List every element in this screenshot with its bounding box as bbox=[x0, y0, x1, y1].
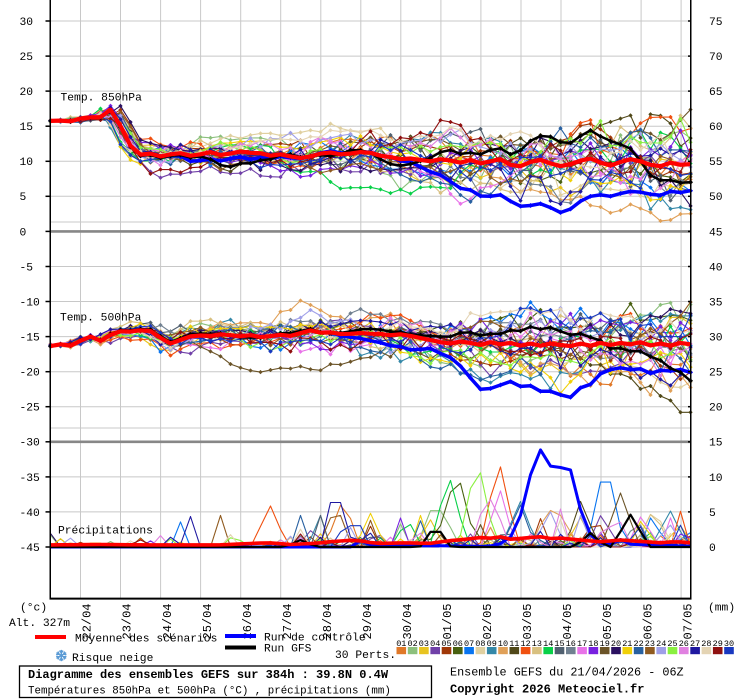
svg-text:16: 16 bbox=[566, 639, 576, 649]
svg-text:04/05: 04/05 bbox=[561, 603, 575, 639]
svg-text:55: 55 bbox=[709, 157, 723, 169]
svg-text:25: 25 bbox=[709, 368, 723, 380]
svg-text:40: 40 bbox=[709, 262, 723, 274]
svg-text:-10: -10 bbox=[20, 297, 41, 309]
svg-text:26: 26 bbox=[679, 639, 689, 649]
svg-text:02: 02 bbox=[407, 639, 417, 649]
svg-text:10: 10 bbox=[498, 639, 508, 649]
svg-text:70: 70 bbox=[709, 52, 723, 64]
svg-text:01: 01 bbox=[396, 639, 406, 649]
svg-text:20: 20 bbox=[611, 639, 621, 649]
svg-text:05: 05 bbox=[441, 639, 451, 649]
svg-text:27/04: 27/04 bbox=[281, 603, 295, 639]
svg-text:24: 24 bbox=[656, 639, 666, 649]
svg-text:28/04: 28/04 bbox=[321, 603, 335, 639]
svg-text:15: 15 bbox=[20, 122, 34, 134]
svg-text:07: 07 bbox=[464, 639, 474, 649]
svg-text:08: 08 bbox=[475, 639, 485, 649]
svg-text:75: 75 bbox=[709, 17, 723, 29]
svg-text:(°c): (°c) bbox=[20, 602, 47, 614]
svg-text:30: 30 bbox=[724, 639, 734, 649]
svg-text:11: 11 bbox=[509, 639, 519, 649]
svg-text:(mm): (mm) bbox=[708, 603, 735, 615]
svg-text:09: 09 bbox=[487, 639, 497, 649]
svg-text:-35: -35 bbox=[20, 473, 41, 485]
svg-text:Temp. 850hPa: Temp. 850hPa bbox=[61, 92, 143, 104]
svg-text:24/04: 24/04 bbox=[161, 603, 175, 639]
svg-text:Alt. 327m: Alt. 327m bbox=[9, 618, 70, 630]
svg-text:45: 45 bbox=[709, 227, 723, 239]
svg-text:10: 10 bbox=[709, 473, 723, 485]
svg-text:60: 60 bbox=[709, 122, 723, 134]
svg-text:28: 28 bbox=[701, 639, 711, 649]
svg-text:06/05: 06/05 bbox=[641, 603, 655, 639]
svg-text:03: 03 bbox=[419, 639, 429, 649]
svg-text:19: 19 bbox=[600, 639, 610, 649]
svg-text:-25: -25 bbox=[20, 403, 41, 415]
svg-text:23/04: 23/04 bbox=[121, 603, 135, 639]
svg-text:65: 65 bbox=[709, 87, 723, 99]
svg-text:-40: -40 bbox=[20, 508, 41, 520]
svg-text:Temp. 500hPa: Temp. 500hPa bbox=[60, 312, 142, 324]
svg-text:03/05: 03/05 bbox=[521, 603, 535, 639]
svg-text:25: 25 bbox=[667, 639, 677, 649]
svg-text:30 Perts.: 30 Perts. bbox=[335, 650, 396, 662]
svg-text:23: 23 bbox=[645, 639, 655, 649]
svg-text:Run de contrôle: Run de contrôle bbox=[264, 632, 366, 644]
svg-text:30: 30 bbox=[709, 333, 723, 345]
svg-text:04: 04 bbox=[430, 639, 440, 649]
svg-text:05/05: 05/05 bbox=[601, 603, 615, 639]
svg-text:10: 10 bbox=[20, 157, 34, 169]
svg-text:Ensemble GEFS du 21/04/2026 -: Ensemble GEFS du 21/04/2026 - 06Z bbox=[450, 665, 684, 679]
svg-text:Diagramme des ensembles GEFS s: Diagramme des ensembles GEFS sur 384h : … bbox=[28, 668, 389, 682]
svg-text:15: 15 bbox=[709, 438, 723, 450]
svg-text:50: 50 bbox=[709, 192, 723, 204]
svg-text:22/04: 22/04 bbox=[81, 603, 95, 639]
svg-text:5: 5 bbox=[20, 192, 27, 204]
svg-text:5: 5 bbox=[709, 508, 716, 520]
svg-text:18: 18 bbox=[588, 639, 598, 649]
svg-text:13: 13 bbox=[532, 639, 542, 649]
svg-text:29: 29 bbox=[713, 639, 723, 649]
svg-text:Copyright 2026 Meteociel.fr: Copyright 2026 Meteociel.fr bbox=[450, 683, 644, 697]
svg-text:-20: -20 bbox=[20, 368, 41, 380]
svg-text:25: 25 bbox=[20, 52, 34, 64]
svg-text:01/05: 01/05 bbox=[441, 603, 455, 639]
svg-text:06: 06 bbox=[453, 639, 463, 649]
svg-text:0: 0 bbox=[20, 227, 27, 239]
svg-text:Risque neige: Risque neige bbox=[72, 653, 154, 665]
svg-text:22: 22 bbox=[633, 639, 643, 649]
svg-text:-15: -15 bbox=[20, 333, 41, 345]
svg-text:-30: -30 bbox=[20, 438, 41, 450]
svg-text:Run GFS: Run GFS bbox=[264, 643, 312, 655]
svg-text:27: 27 bbox=[690, 639, 700, 649]
svg-text:29/04: 29/04 bbox=[361, 603, 375, 639]
svg-text:Températures 850hPa et 500hPa: Températures 850hPa et 500hPa (°C) , pré… bbox=[28, 685, 391, 697]
svg-text:14: 14 bbox=[543, 639, 553, 649]
svg-text:Moyenne des scénarios: Moyenne des scénarios bbox=[75, 633, 217, 645]
svg-text:20: 20 bbox=[709, 403, 723, 415]
svg-text:07/05: 07/05 bbox=[681, 603, 695, 639]
svg-text:35: 35 bbox=[709, 297, 723, 309]
svg-text:21: 21 bbox=[622, 639, 632, 649]
svg-text:20: 20 bbox=[20, 87, 34, 99]
svg-text:0: 0 bbox=[709, 543, 716, 555]
svg-text:-45: -45 bbox=[20, 543, 41, 555]
svg-text:26/04: 26/04 bbox=[241, 603, 255, 639]
svg-text:Précipitations: Précipitations bbox=[58, 525, 153, 537]
svg-text:-5: -5 bbox=[20, 262, 34, 274]
svg-text:12: 12 bbox=[520, 639, 530, 649]
svg-text:17: 17 bbox=[577, 639, 587, 649]
svg-text:25/04: 25/04 bbox=[201, 603, 215, 639]
svg-text:02/05: 02/05 bbox=[481, 603, 495, 639]
svg-text:30/04: 30/04 bbox=[401, 603, 415, 639]
svg-text:15: 15 bbox=[554, 639, 564, 649]
svg-text:30: 30 bbox=[20, 17, 34, 29]
